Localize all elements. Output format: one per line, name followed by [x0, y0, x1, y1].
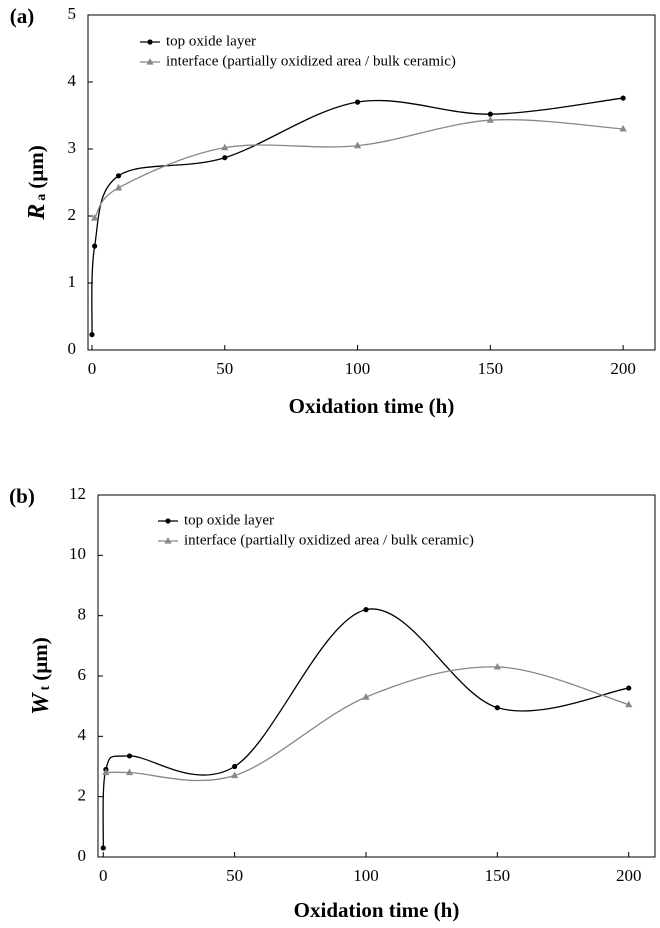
x-tick-label: 0 [99, 866, 108, 885]
legend-label: top oxide layer [184, 512, 274, 528]
y-tick-label: 2 [68, 205, 77, 224]
data-point [494, 705, 500, 711]
data-point [354, 99, 361, 105]
data-point [232, 763, 238, 770]
y-tick-label: 4 [68, 71, 77, 90]
data-point [625, 700, 633, 708]
data-point [620, 95, 626, 101]
x-axis-title: Oxidation time (h) [289, 394, 455, 418]
data-point [115, 173, 122, 179]
y-tick-label: 2 [78, 786, 87, 805]
data-point [222, 155, 228, 161]
data-point [493, 662, 501, 670]
data-point [353, 141, 362, 149]
legend-marker [146, 58, 154, 65]
data-point [231, 771, 239, 779]
plot-frame [87, 14, 656, 351]
y-tick-label: 10 [69, 544, 86, 563]
data-point [125, 768, 134, 776]
y-tick-label: 0 [68, 339, 77, 358]
x-tick-label: 200 [616, 866, 642, 885]
y-tick-label: 5 [68, 4, 77, 23]
data-point [89, 331, 95, 338]
series-line [102, 608, 629, 848]
legend-marker [164, 537, 172, 544]
series-line [94, 119, 624, 219]
data-point [91, 214, 99, 221]
series-line [91, 97, 624, 335]
x-tick-label: 150 [478, 359, 504, 378]
x-tick-label: 0 [88, 359, 97, 378]
y-axis-unit: (µm) [28, 637, 52, 681]
y-tick-label: 6 [78, 665, 87, 684]
data-point [102, 768, 110, 776]
y-axis-subscript: a [34, 194, 49, 201]
data-point [487, 111, 493, 117]
y-axis-title: Ra (µm) [24, 145, 50, 221]
y-axis-symbol: W [28, 692, 54, 715]
data-point [626, 685, 632, 691]
legend-marker [147, 39, 153, 45]
y-axis-symbol: R [24, 204, 50, 221]
y-tick-label: 3 [68, 138, 77, 157]
y-axis-unit: (µm) [24, 145, 48, 189]
series-line [105, 666, 629, 782]
data-point [114, 183, 123, 191]
data-point [363, 607, 369, 613]
y-tick-label: 12 [69, 484, 86, 503]
y-tick-label: 4 [78, 725, 87, 744]
x-tick-label: 200 [610, 359, 636, 378]
y-tick-label: 1 [68, 272, 77, 291]
panel-label: (b) [9, 484, 35, 508]
x-tick-label: 100 [353, 866, 379, 885]
x-tick-label: 50 [216, 359, 233, 378]
y-tick-label: 0 [78, 846, 87, 865]
legend-label: top oxide layer [166, 33, 256, 49]
y-tick-label: 8 [78, 605, 87, 624]
y-axis-title: Wt (µm) [28, 637, 54, 715]
data-point [92, 243, 98, 249]
legend-label: interface (partially oxidized area / bul… [184, 532, 474, 548]
legend-label: interface (partially oxidized area / bul… [166, 53, 456, 69]
panel-label: (a) [10, 4, 35, 28]
data-point [126, 753, 133, 759]
legend-marker [165, 518, 171, 524]
plot-frame [97, 494, 656, 858]
data-point [362, 693, 370, 700]
data-point [100, 845, 106, 851]
data-point [486, 116, 494, 123]
data-point [619, 124, 627, 132]
x-axis-title: Oxidation time (h) [294, 898, 460, 922]
y-axis-subscript: t [38, 685, 53, 690]
data-point [221, 143, 229, 151]
x-tick-label: 100 [345, 359, 371, 378]
x-tick-label: 150 [485, 866, 511, 885]
x-tick-label: 50 [226, 866, 243, 885]
